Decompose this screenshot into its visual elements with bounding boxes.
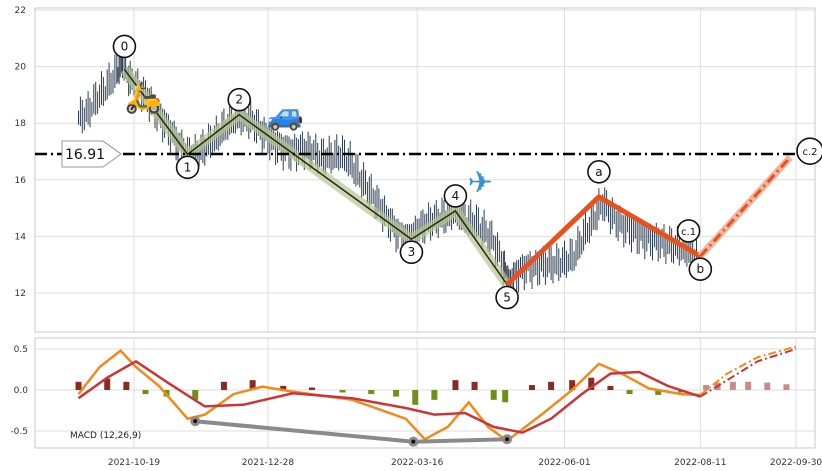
price-y-tick-label: 18 <box>15 119 27 129</box>
price-y-tick-label: 14 <box>15 232 27 242</box>
macd-histogram-bar <box>471 381 478 390</box>
scooter-icon: 🛵 <box>125 81 162 116</box>
macd-panel-label: MACD (12,26,9) <box>70 431 141 441</box>
reference-line-label: 16.91 <box>65 147 105 163</box>
macd-projected-histogram-bar <box>745 381 752 390</box>
x-ticks: 2021-10-19 2021-12-28 2022-03-16 2022-06-01… <box>108 458 822 468</box>
macd-y-tick-label: -0.5 <box>10 427 28 437</box>
macd-histogram-bar <box>192 390 199 400</box>
macd-histogram-bar <box>220 381 227 390</box>
macd-histogram-bar <box>308 387 315 390</box>
macd-series-group <box>75 345 797 447</box>
wave-label-circle <box>796 137 822 165</box>
wave-label-circle <box>112 34 137 59</box>
wave-label-circle <box>676 219 701 243</box>
price-grid <box>35 8 815 332</box>
macd-histogram-bar <box>142 390 149 395</box>
price-y-ticks: 12 14 16 18 20 22 <box>15 6 27 299</box>
wave-label: 4 <box>452 189 460 203</box>
macd-projected-histogram-bar <box>703 385 710 390</box>
macd-histogram-bar <box>412 390 419 405</box>
macd-projected-histogram-bar <box>783 384 790 390</box>
wave-labels-group: 0 1 2 3 4 5 a c.1 b c.2 <box>112 34 822 310</box>
wave-label-circle <box>175 155 200 180</box>
wave-label-circle <box>227 87 252 112</box>
correction-wave-line <box>505 194 702 287</box>
wave-label: 2 <box>235 93 243 107</box>
macd-histogram-bar <box>452 380 459 390</box>
macd-histogram-bar <box>548 381 555 390</box>
macd-histogram-bar <box>249 380 256 390</box>
divergence-point-inner <box>411 439 416 444</box>
macd-histogram-bar <box>368 390 375 395</box>
wave-label: 3 <box>408 245 416 259</box>
x-tick-label: 2022-03-16 <box>391 458 444 468</box>
projection-wave-line <box>699 156 792 258</box>
macd-histogram-bar <box>280 385 287 390</box>
macd-histogram-bar <box>588 377 595 390</box>
price-panel-frame <box>34 7 816 333</box>
macd-histogram-bar <box>569 380 576 390</box>
x-tick-label: 2022-09-30 <box>770 458 822 468</box>
wave-label-circle <box>495 285 519 310</box>
price-y-tick-label: 12 <box>15 289 26 299</box>
projected-macd-line <box>699 345 797 396</box>
price-y-tick-label: 20 <box>15 63 27 73</box>
macd-histogram-bar <box>75 381 82 390</box>
macd-line <box>77 348 701 443</box>
macd-panel-frame <box>34 337 816 449</box>
x-tick-label: 2022-08-11 <box>674 458 726 468</box>
macd-histogram-bar <box>502 390 509 403</box>
macd-histogram-bar <box>490 390 497 400</box>
wave-label-circle <box>688 257 713 282</box>
wave-label: 1 <box>184 160 192 174</box>
x-tick-label: 2021-12-28 <box>242 458 295 468</box>
wave-label: b <box>697 262 705 276</box>
reference-arrow-label-box <box>61 140 122 168</box>
waves-group <box>120 66 793 288</box>
macd-histogram-bar <box>626 390 633 395</box>
macd-projected-histogram-bar <box>764 382 771 390</box>
impulse-wave-line <box>123 68 508 285</box>
macd-histogram-bar <box>528 385 535 390</box>
macd-histogram-bar <box>104 378 111 390</box>
x-tick-label: 2022-06-01 <box>538 458 590 468</box>
reference-line-group: 16.91 <box>35 140 815 168</box>
macd-projected-histogram-bar <box>729 381 736 390</box>
wave-label: 5 <box>503 291 511 305</box>
wave-label-circle <box>443 184 468 208</box>
wave-label: a <box>595 165 602 179</box>
icons-group: 🛵 🚙 ✈ <box>125 81 493 201</box>
wave-label-circle <box>399 240 424 265</box>
car-icon: 🚙 <box>266 98 303 133</box>
macd-histogram-bar <box>607 385 614 390</box>
wave-label-circle <box>587 159 611 184</box>
airplane-icon: ✈ <box>468 166 493 201</box>
macd-y-ticks: -0.5 0.0 0.5 <box>10 345 28 437</box>
projected-signal-line <box>699 348 797 398</box>
macd-histogram-bar <box>655 390 662 395</box>
macd-y-tick-label: 0.5 <box>14 345 28 355</box>
wave-label: 0 <box>121 39 129 53</box>
macd-histogram-bar <box>339 390 346 393</box>
price-y-tick-label: 16 <box>15 176 27 186</box>
macd-y-tick-label: 0.0 <box>14 386 29 396</box>
divergence-point-inner <box>505 437 510 442</box>
price-y-tick-label: 22 <box>15 6 26 16</box>
wave-label: c.1 <box>681 227 696 238</box>
macd-histogram-bar <box>393 390 400 397</box>
x-tick-label: 2021-10-19 <box>108 458 161 468</box>
divergence-point-inner <box>193 419 198 424</box>
wave-label: c.2 <box>802 147 817 158</box>
macd-histogram-bar <box>431 390 438 400</box>
macd-histogram-bar <box>123 381 130 390</box>
signal-line <box>77 359 701 434</box>
